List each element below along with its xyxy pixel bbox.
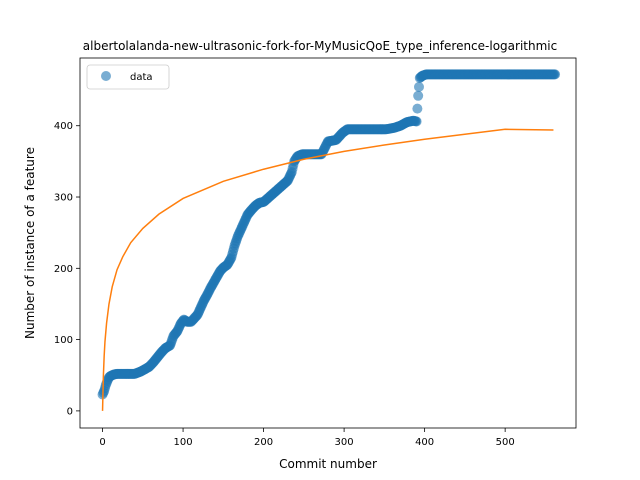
y-tick-label: 100 xyxy=(54,335,73,346)
y-tick-label: 300 xyxy=(54,193,73,204)
series-data-points xyxy=(97,69,561,400)
x-tick-label: 500 xyxy=(496,437,515,448)
legend: data xyxy=(86,64,170,90)
data-point xyxy=(550,69,561,80)
legend-marker-data xyxy=(101,71,111,81)
x-tick-label: 0 xyxy=(99,437,105,448)
y-tick-label: 400 xyxy=(54,121,73,132)
x-axis-label: Commit number xyxy=(279,457,377,471)
x-tick-label: 100 xyxy=(174,437,193,448)
x-axis: 0 100 200 300 400 500 xyxy=(99,428,515,448)
data-point xyxy=(411,116,422,127)
y-tick-label: 200 xyxy=(54,264,73,275)
x-tick-label: 200 xyxy=(254,437,273,448)
y-axis-label: Number of instance of a feature xyxy=(23,147,37,339)
y-tick-label: 0 xyxy=(67,406,73,417)
plot-frame xyxy=(79,57,577,429)
fit-curve-line xyxy=(101,128,554,411)
data-point xyxy=(412,103,423,114)
x-tick-label: 400 xyxy=(415,437,434,448)
plot-area xyxy=(79,57,577,429)
data-point xyxy=(413,81,424,92)
y-axis: 0 100 200 300 400 xyxy=(54,121,80,417)
data-point xyxy=(413,90,424,101)
plot-marks xyxy=(97,69,561,411)
x-tick-label: 300 xyxy=(335,437,354,448)
chart-title: albertolalanda-new-ultrasonic-fork-for-M… xyxy=(83,39,557,53)
legend-label-data: data xyxy=(130,72,153,83)
legend-frame xyxy=(86,64,170,90)
